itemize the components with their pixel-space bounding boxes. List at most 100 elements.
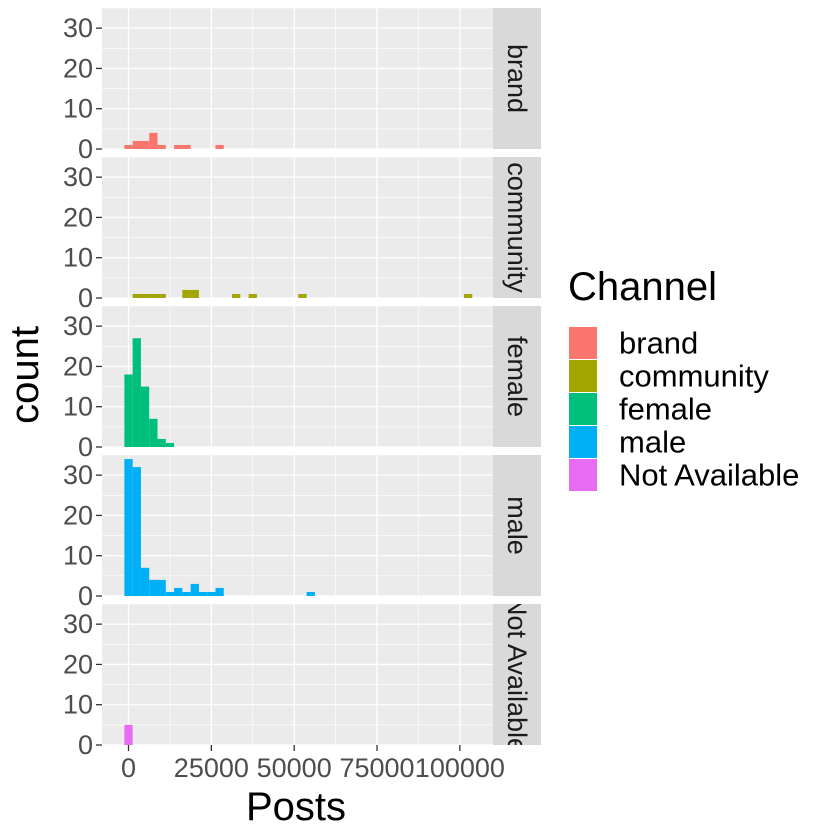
histogram-bar [464, 293, 473, 298]
y-axis-title: count [3, 326, 47, 424]
y-tick-label: 10 [63, 243, 93, 273]
histogram-bar [132, 338, 141, 447]
histogram-bar [182, 591, 191, 596]
y-tick-label: 20 [63, 649, 93, 679]
legend-key [569, 360, 597, 392]
x-tick-label: 100000 [415, 753, 505, 783]
histogram-bar [149, 132, 158, 149]
facet-strip [493, 604, 541, 745]
panel-background [102, 455, 493, 596]
histogram-bar [165, 591, 175, 596]
histogram-bar [157, 579, 166, 596]
legend-label: Not Available [619, 458, 799, 493]
y-tick-label: 10 [63, 392, 93, 422]
histogram-bar [140, 293, 150, 298]
histogram-bar [149, 579, 158, 596]
histogram-bar [132, 467, 141, 596]
y-tick-label: 10 [63, 541, 93, 571]
histogram-bar [157, 293, 166, 298]
legend-label: male [619, 425, 686, 460]
histogram-bar [306, 591, 315, 596]
y-tick-label: 20 [63, 500, 93, 530]
histogram-bar [298, 293, 307, 298]
panel-background [102, 604, 493, 745]
histogram-bar [182, 144, 191, 149]
y-tick-label: 0 [78, 134, 93, 164]
y-tick-label: 10 [63, 94, 93, 124]
facet-strip-label: male [502, 496, 532, 555]
histogram-bar [149, 418, 158, 447]
histogram-bar [215, 587, 224, 596]
x-tick-label: 25000 [174, 753, 249, 783]
y-tick-label: 0 [78, 581, 93, 611]
facet-panels: brand community female male Not Available [102, 7, 541, 753]
y-tick-label: 0 [78, 283, 93, 313]
histogram-bar [149, 293, 158, 298]
y-tick-label: 20 [63, 351, 93, 381]
y-tick-label: 0 [78, 730, 93, 760]
legend-key [569, 393, 597, 425]
histogram-bar [140, 140, 150, 149]
histogram-bar [124, 144, 133, 149]
x-axis-title: Posts [246, 785, 346, 829]
y-tick-label: 30 [63, 311, 93, 341]
facet-strip [493, 455, 541, 596]
histogram-bar [198, 591, 208, 596]
x-tick-label: 50000 [257, 753, 332, 783]
histogram-bar [157, 438, 166, 447]
facet-panel: female [102, 305, 541, 448]
histogram-bar [174, 144, 183, 149]
x-tick-label: 75000 [339, 753, 414, 783]
y-tick-label: 10 [63, 690, 93, 720]
legend-key [569, 459, 597, 491]
legend-label: community [619, 359, 769, 394]
histogram-bar [207, 591, 216, 596]
facet-strip [493, 157, 541, 298]
facet-strip-label: community [502, 162, 532, 293]
histogram-bar [124, 724, 133, 745]
histogram-bar [157, 144, 166, 149]
histogram-bar [165, 442, 175, 447]
facet-strip [493, 306, 541, 447]
histogram-bar [182, 289, 191, 298]
y-tick-label: 30 [63, 460, 93, 490]
histogram-bar [174, 587, 183, 596]
histogram-bar [248, 293, 257, 298]
facet-panel: community [102, 156, 541, 299]
y-tick-label: 30 [63, 162, 93, 192]
legend-label: female [619, 392, 712, 427]
facet-strip-label: brand [502, 44, 532, 113]
legend-label: brand [619, 326, 698, 361]
histogram-bar [232, 293, 241, 298]
legend-key [569, 327, 597, 359]
facet-strip-label: Not Available [502, 596, 532, 753]
y-tick-label: 30 [63, 13, 93, 43]
panel-background [102, 8, 493, 149]
facet-panel: Not Available [102, 596, 541, 753]
legend-key [569, 426, 597, 458]
histogram-bar [124, 374, 133, 447]
y-tick-label: 20 [63, 53, 93, 83]
y-tick-label: 20 [63, 202, 93, 232]
facet-panel: male [102, 454, 541, 597]
histogram-bar [140, 386, 150, 447]
histogram-bar [215, 144, 224, 149]
histogram-bar [190, 289, 199, 298]
facet-panel: brand [102, 7, 541, 150]
facet-strip-label: female [502, 336, 532, 417]
legend-title: Channel [568, 265, 717, 309]
facet-strip [493, 8, 541, 149]
x-tick-label: 0 [121, 753, 136, 783]
panel-background [102, 306, 493, 447]
histogram-bar [140, 567, 150, 596]
histogram-bar [132, 293, 141, 298]
y-tick-label: 0 [78, 432, 93, 462]
histogram-bar [190, 583, 199, 596]
histogram-bar [124, 459, 133, 596]
histogram-bar [132, 140, 141, 149]
panel-background [102, 157, 493, 298]
y-tick-label: 30 [63, 609, 93, 639]
